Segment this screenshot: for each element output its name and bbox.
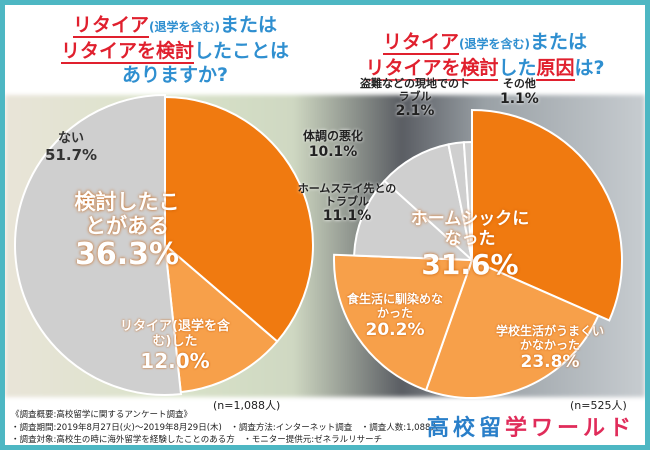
- pie-slice: [383, 143, 474, 263]
- survey-period: ・調査期間:2019年8月27日(火)～2019年8月29日(木) ・調査方法:…: [11, 423, 439, 433]
- slice-value: 1.1%: [500, 90, 539, 107]
- right-title: リタイア(退学を含む)または リタイアを検討した原因は?: [345, 30, 625, 81]
- pie-slice: [14, 93, 183, 396]
- left-title: リタイア(退学を含む)または リタイアを検討したことは ありますか?: [45, 13, 305, 87]
- label-kento: 検討したことがある 36.3%: [67, 190, 187, 273]
- title-text: した: [498, 57, 537, 79]
- title-red: 原因: [536, 57, 575, 81]
- pie-slice: [163, 242, 279, 394]
- slice-value: 12.0%: [140, 348, 210, 373]
- slice-label: リタイア(退学を含む)した: [120, 319, 230, 349]
- label-other: その他 1.1%: [500, 77, 539, 107]
- slice-value: 31.6%: [421, 248, 519, 282]
- slice-value: 36.3%: [74, 237, 180, 273]
- right-sample-size: (n=525人): [570, 399, 627, 412]
- pie-charts: [14, 93, 623, 399]
- pie-slice: [164, 95, 314, 343]
- slice-value: 11.1%: [322, 208, 372, 225]
- title-text: は?: [574, 57, 605, 79]
- title-red: リタイア: [382, 31, 459, 55]
- pie-slice: [353, 179, 475, 262]
- slice-label: 食生活に馴染めなかった: [346, 292, 443, 320]
- title-red: リタイアを検討: [365, 57, 499, 81]
- title-red: リタイア: [72, 14, 149, 38]
- survey-target: ・調査対象:高校生の時に海外留学を経験したことのある方 ・モニター提供元:ゼネラ…: [11, 435, 383, 445]
- label-homesick: ホームシックになった 31.6%: [410, 209, 530, 282]
- logo-text: 高校留: [426, 416, 505, 441]
- slice-label: 盗難などの現地でのトラブル: [360, 77, 470, 103]
- slice-label: 学校生活がうまくいかなかった: [495, 324, 604, 352]
- label-food: 食生活に馴染めなかった 20.2%: [345, 292, 445, 340]
- slice-label: ホームステイ先とのトラブル: [297, 182, 397, 208]
- logo: 高校留学ワールド: [427, 410, 635, 442]
- survey-summary: 《調査概要:高校留学に関するアンケート調査》: [11, 410, 193, 420]
- slice-value: 20.2%: [365, 319, 425, 340]
- label-health: 体調の悪化 10.1%: [303, 129, 364, 160]
- infographic: リタイア(退学を含む)または リタイアを検討したことは ありますか? リタイア(…: [5, 5, 645, 445]
- slice-label: 検討したことがある: [74, 190, 180, 239]
- slice-value: 23.8%: [520, 351, 580, 372]
- title-small: (退学を含む): [459, 37, 530, 51]
- slice-label: ない: [58, 131, 85, 146]
- pie-slice: [471, 108, 623, 322]
- pie-slice: [424, 258, 600, 399]
- label-school: 学校生活がうまくいかなかった 23.8%: [495, 324, 605, 372]
- title-text: したことは: [194, 40, 290, 62]
- title-text: ありますか?: [121, 64, 229, 86]
- slice-label: その他: [502, 77, 536, 90]
- logo-text: 学ワールド: [504, 416, 635, 441]
- title-small: (退学を含む): [149, 20, 220, 34]
- slice-value: 2.1%: [395, 103, 435, 120]
- pie-slice: [333, 253, 474, 392]
- slice-label: 体調の悪化: [303, 129, 364, 143]
- pie-slice: [462, 140, 473, 261]
- left-sample-size: (n=1,088人): [213, 399, 281, 412]
- label-nai: ない 51.7%: [45, 131, 98, 164]
- title-text: または: [529, 31, 587, 53]
- slice-label: ホームシックになった: [410, 209, 530, 249]
- slice-value: 10.1%: [308, 143, 358, 160]
- title-text: または: [219, 14, 277, 36]
- label-retire: リタイア(退学を含む)した 12.0%: [120, 319, 230, 373]
- label-theft: 盗難などの現地でのトラブル 2.1%: [360, 77, 470, 120]
- label-homestay: ホームステイ先とのトラブル 11.1%: [297, 182, 397, 225]
- title-red: リタイアを検討: [60, 40, 194, 64]
- slice-value: 51.7%: [45, 145, 98, 164]
